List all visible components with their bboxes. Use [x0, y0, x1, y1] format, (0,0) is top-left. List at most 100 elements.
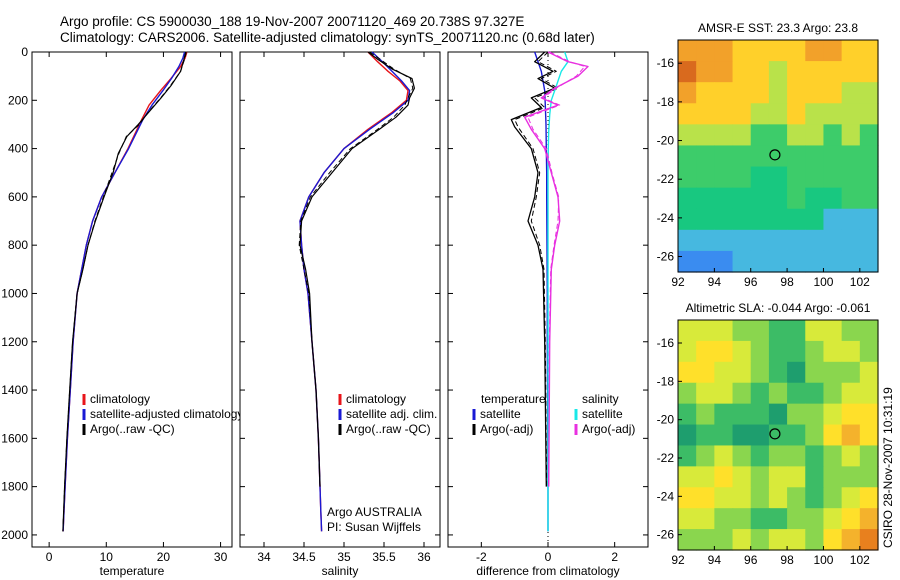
map-cell	[805, 187, 825, 210]
map-cell	[841, 82, 861, 104]
map-cell	[859, 166, 879, 189]
map-cell	[823, 529, 843, 551]
map-cell	[859, 340, 879, 363]
map-cell	[750, 124, 770, 147]
map-cell	[859, 124, 879, 147]
map-cell	[787, 187, 806, 210]
map-cell	[750, 229, 770, 252]
legend-entry-2-label: Argo(..raw -QC)	[346, 422, 431, 436]
map-cell	[678, 40, 697, 62]
x-tick-label: 30	[214, 550, 228, 564]
x-tick-label: 36	[417, 550, 431, 564]
map-cell	[678, 445, 697, 467]
map-cell	[732, 361, 752, 384]
map-cell	[823, 124, 843, 147]
map-y-tick-label: -18	[657, 374, 675, 388]
argo-position-marker	[769, 428, 781, 440]
x-tick-label: 0	[545, 550, 552, 564]
map-cell	[787, 124, 806, 147]
map-cell	[696, 445, 715, 467]
map-cell	[823, 208, 843, 231]
map-cell	[732, 82, 752, 104]
map-cell	[823, 382, 843, 405]
map-cell	[768, 487, 788, 509]
annotation-institution: Argo AUSTRALIA	[327, 505, 422, 519]
map-cell	[714, 229, 734, 252]
map-cell	[696, 103, 715, 125]
legend-entry-2-label: Argo(..raw -QC)	[90, 422, 175, 436]
argo-position-marker	[769, 149, 781, 161]
map-cell	[696, 508, 715, 530]
figure-title-line1: Argo profile: CS 5900030_188 19-Nov-2007…	[60, 14, 524, 29]
map-cell	[805, 208, 825, 231]
map-x-tick-label: 98	[780, 553, 794, 567]
y-tick-label: 1600	[1, 431, 28, 445]
map-cell	[750, 445, 770, 467]
map-cell	[787, 382, 806, 405]
map-cell	[732, 320, 752, 342]
map-cell	[768, 445, 788, 467]
map-cell	[732, 529, 752, 551]
map-cell	[714, 508, 734, 530]
map-cell	[750, 250, 770, 273]
map-cell	[823, 508, 843, 530]
map-cell	[750, 166, 770, 189]
map-cell	[768, 424, 788, 447]
map-cell	[841, 250, 861, 273]
map-x-tick-label: 102	[850, 553, 870, 567]
map-cell	[714, 145, 734, 168]
map-cell	[841, 166, 861, 189]
map-cell	[768, 124, 788, 147]
map-cell	[841, 40, 861, 62]
map-panel-1: 92 94 96 98 100 102 -16 -18 -20 -22 -24 -26 AMSR-E S…	[657, 21, 879, 289]
map-cell	[696, 424, 715, 447]
map-cell	[714, 320, 734, 342]
annotation-pi: PI: Susan Wijffels	[327, 520, 421, 534]
map-y-tick-label: -16	[657, 56, 675, 70]
map-cell	[678, 103, 697, 125]
y-tick-label: 1400	[1, 383, 28, 397]
map-x-tick-label: 92	[671, 553, 685, 567]
map-cell	[841, 124, 861, 147]
map-cell	[732, 508, 752, 530]
map-cell	[859, 487, 879, 509]
map-cell	[787, 82, 806, 104]
map-cell	[859, 508, 879, 530]
map-cell	[696, 124, 715, 147]
x-tick-label: -2	[476, 550, 487, 564]
map-cell	[823, 166, 843, 189]
map-cell	[750, 61, 770, 83]
map-x-tick-label: 92	[671, 275, 685, 289]
map-cell	[768, 529, 788, 551]
map-cell	[714, 166, 734, 189]
map-cell	[787, 61, 806, 83]
legend-sal-argo-label: Argo(-adj)	[582, 422, 635, 436]
map-cell	[805, 40, 825, 62]
map-cell	[859, 187, 879, 210]
map-x-tick-label: 94	[708, 553, 722, 567]
map-cell	[787, 529, 806, 551]
map-cell	[714, 382, 734, 405]
x-tick-label: 35	[337, 550, 351, 564]
map-cell	[841, 208, 861, 231]
map-cell	[805, 320, 825, 342]
map-cell	[696, 382, 715, 405]
map-cell	[732, 424, 752, 447]
map-cell	[768, 320, 788, 342]
map-cell	[859, 40, 879, 62]
y-tick-label: 1000	[1, 286, 28, 300]
map-cell	[787, 166, 806, 189]
map-cell	[841, 229, 861, 252]
series-line-3	[298, 51, 414, 487]
map-cell	[696, 529, 715, 551]
plot-frame	[239, 51, 441, 548]
map-cell	[714, 424, 734, 447]
map-cell	[859, 103, 879, 125]
map-cell	[750, 529, 770, 551]
map-cell	[732, 340, 752, 363]
map-y-tick-label: -24	[657, 211, 675, 225]
y-tick-label: 1200	[1, 335, 28, 349]
map-cell	[678, 145, 697, 168]
map-y-tick-label: -20	[657, 413, 675, 427]
